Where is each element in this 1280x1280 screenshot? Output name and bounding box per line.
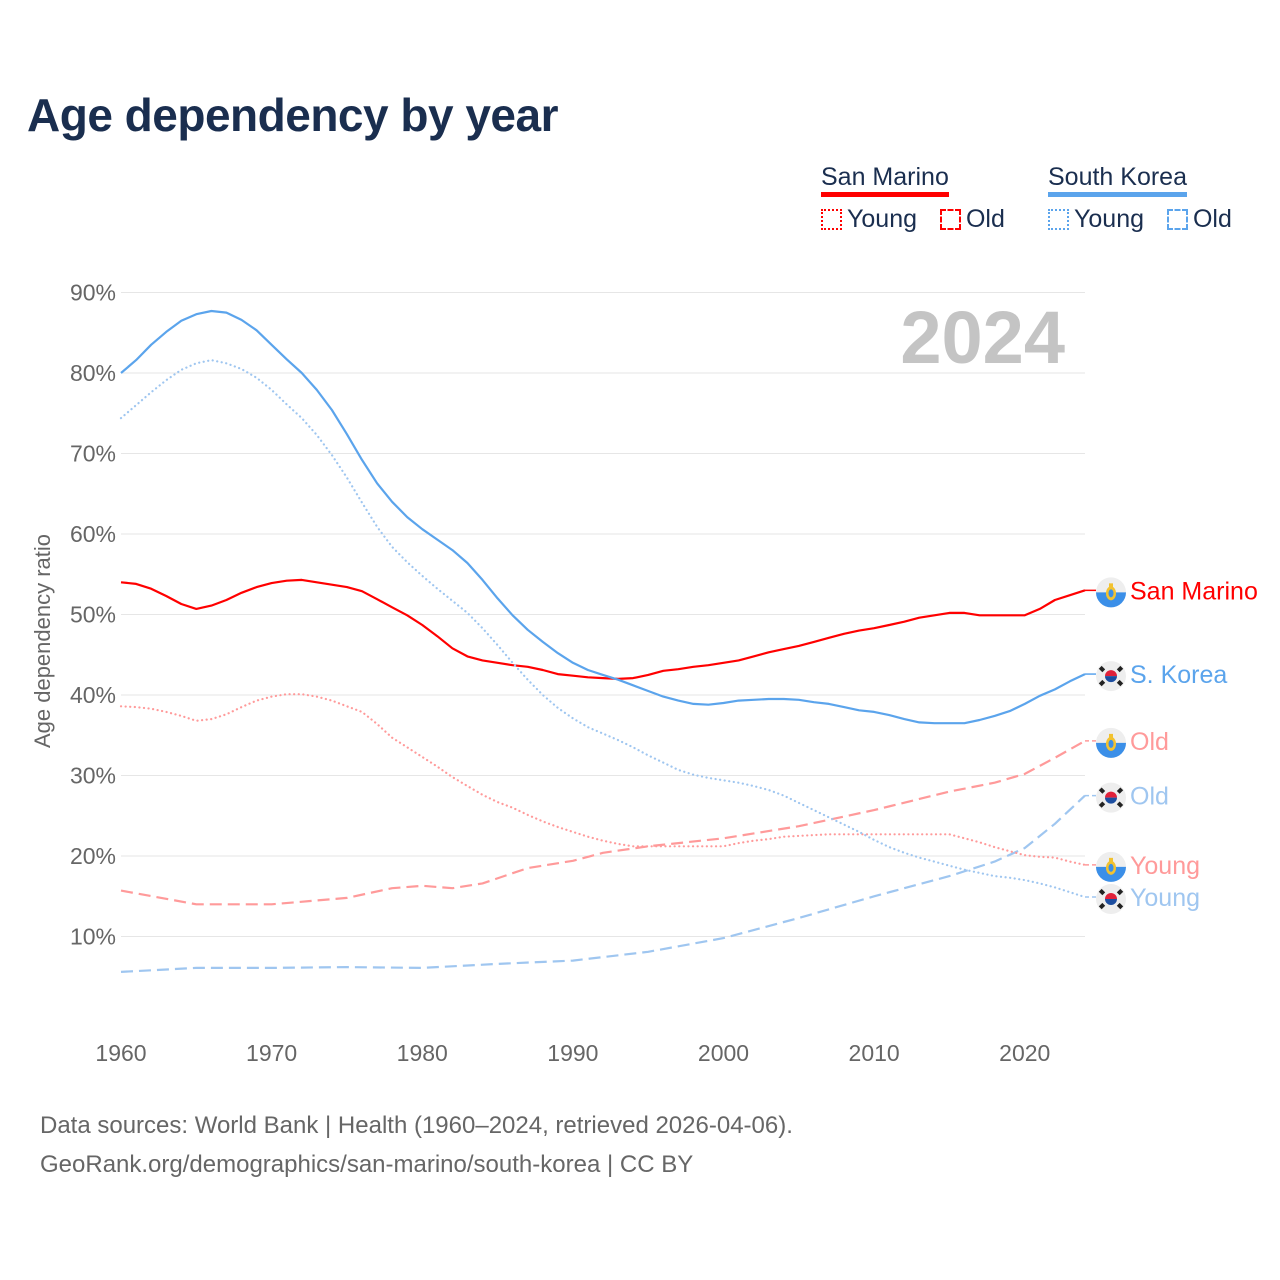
data-source-text: Data sources: World Bank | Health (1960–… bbox=[40, 1112, 793, 1139]
dashed-swatch-icon bbox=[939, 209, 961, 230]
san-marino-flag-icon bbox=[1096, 851, 1126, 882]
dashed-swatch-icon bbox=[1166, 209, 1188, 230]
y-tick-label: 50% bbox=[70, 602, 116, 628]
y-tick-label: 30% bbox=[70, 763, 116, 789]
series-line-san-marino bbox=[120, 578, 1086, 680]
dotted-swatch-icon bbox=[1048, 209, 1069, 230]
footer: Data sources: World Bank | Health (1960–… bbox=[40, 1106, 793, 1184]
x-tick-label: 2000 bbox=[698, 1040, 749, 1066]
line-chart: 10% 20% 30% 40% 50% 60% 70% 80% 90% 1960 1970 1980 1… bbox=[30, 280, 1258, 1067]
san-marino-flag-icon bbox=[1096, 727, 1126, 758]
y-axis-label: Age dependency ratio bbox=[30, 534, 55, 748]
y-tick-label: 90% bbox=[70, 280, 116, 306]
y-tick-label: 10% bbox=[70, 924, 116, 950]
legend-south-korea[interactable]: South Korea Young Old bbox=[1048, 162, 1232, 234]
year-badge: 2024 bbox=[900, 296, 1065, 379]
legend-country-name: South Korea bbox=[1048, 162, 1187, 197]
legend-item-young[interactable]: Young bbox=[847, 205, 917, 233]
y-tick-label: 60% bbox=[70, 521, 116, 547]
san-marino-flag-icon bbox=[1096, 577, 1126, 608]
series-line-south-korea-old bbox=[120, 794, 1086, 973]
x-tick-label: 2010 bbox=[849, 1040, 900, 1066]
end-label: Young bbox=[1130, 884, 1200, 912]
dotted-swatch-icon bbox=[821, 209, 842, 230]
x-tick-label: 1960 bbox=[95, 1040, 146, 1066]
x-tick-label: 1980 bbox=[397, 1040, 448, 1066]
series-line-south-korea bbox=[120, 309, 1086, 725]
y-tick-label: 80% bbox=[70, 360, 116, 386]
legend-item-old[interactable]: Old bbox=[965, 205, 1005, 233]
south-korea-flag-icon bbox=[1096, 782, 1126, 813]
legend-item-old[interactable]: Old bbox=[1192, 205, 1232, 233]
chart-title: Age dependency by year bbox=[27, 89, 558, 141]
end-label: Old bbox=[1130, 783, 1169, 811]
y-tick-label: 40% bbox=[70, 682, 116, 708]
legend-san-marino[interactable]: San Marino Young Old bbox=[821, 162, 1005, 234]
x-tick-label: 1990 bbox=[547, 1040, 598, 1066]
x-tick-label: 2020 bbox=[999, 1040, 1050, 1066]
south-korea-flag-icon bbox=[1096, 661, 1126, 692]
series-line-south-korea-young bbox=[119, 359, 1087, 899]
legend-item-young[interactable]: Young bbox=[1074, 205, 1144, 233]
series-line-san-marino-old bbox=[120, 739, 1086, 906]
source-url-text: GeoRank.org/demographics/san-marino/sout… bbox=[40, 1151, 694, 1178]
x-tick-label: 1970 bbox=[246, 1040, 297, 1066]
series-line-san-marino-young bbox=[119, 693, 1087, 866]
end-label: Young bbox=[1130, 852, 1200, 880]
south-korea-flag-icon bbox=[1096, 884, 1126, 915]
legend-country-name: San Marino bbox=[821, 162, 949, 197]
y-tick-label: 70% bbox=[70, 441, 116, 467]
end-label: San Marino bbox=[1130, 577, 1258, 605]
end-label: Old bbox=[1130, 728, 1169, 756]
y-tick-label: 20% bbox=[70, 843, 116, 869]
end-label: S. Korea bbox=[1130, 661, 1227, 689]
